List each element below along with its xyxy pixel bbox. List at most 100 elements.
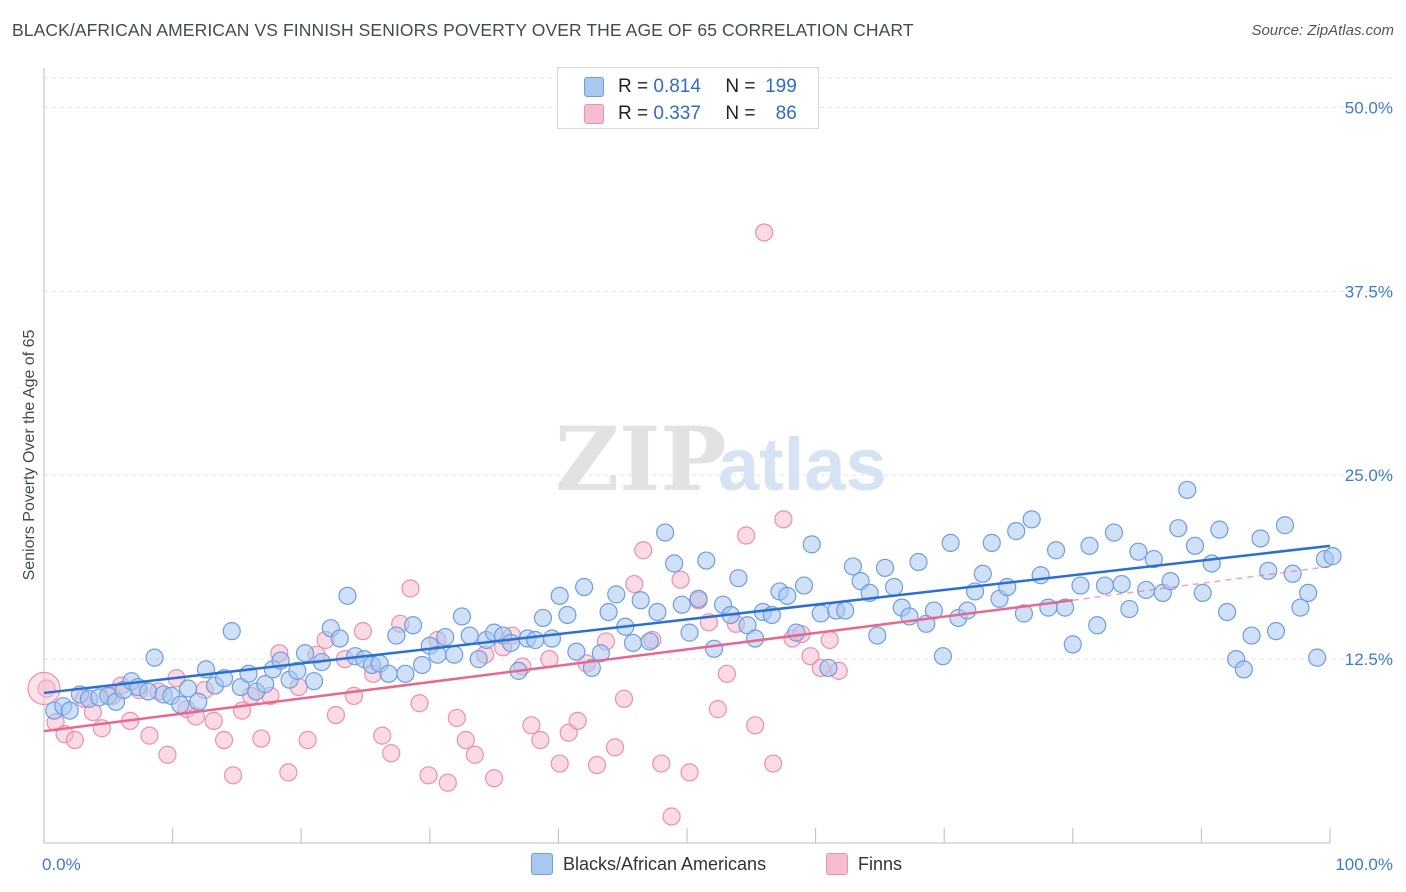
blacks-point (295, 644, 315, 663)
blacks-point (591, 644, 610, 663)
n-value: 86 (775, 103, 797, 124)
finns-point (158, 745, 177, 764)
finns-point (373, 726, 392, 745)
finns-point (634, 541, 653, 560)
blacks-point (1251, 529, 1270, 548)
blacks-point (958, 601, 977, 620)
blacks-point (1129, 542, 1148, 561)
finns-point (419, 766, 438, 785)
finns-trend-line (43, 599, 1073, 733)
blacks-point (460, 626, 479, 645)
blacks-point (623, 633, 643, 653)
blacks-point (1120, 599, 1139, 619)
blue-swatch (531, 853, 553, 875)
blacks-point (868, 626, 887, 645)
finns-point (755, 223, 774, 242)
pink-swatch (584, 104, 604, 124)
finns-point (382, 744, 401, 763)
finns-point (820, 630, 839, 650)
finns-point (764, 754, 783, 773)
blacks-point (672, 595, 691, 614)
blacks-point (1218, 602, 1237, 622)
blacks-point (1088, 616, 1107, 635)
blacks-point (640, 632, 659, 651)
blacks-point (1071, 576, 1090, 595)
pink-swatch (826, 853, 848, 875)
blacks-point (189, 692, 208, 711)
blacks-point (819, 658, 838, 678)
n-label: N = (725, 103, 756, 124)
blacks-point (909, 552, 928, 572)
blacks-point (704, 639, 724, 658)
blacks-point (396, 664, 415, 683)
finns-point (214, 730, 234, 750)
blacks-point (469, 650, 488, 669)
finns-point (550, 754, 569, 773)
finns-point (717, 664, 736, 683)
blacks-point (1055, 598, 1075, 617)
blacks-point (843, 557, 862, 576)
blacks-point (794, 576, 814, 595)
y-tick-label: 37.5% (1345, 282, 1393, 301)
blacks-point (665, 554, 684, 573)
finns-point (708, 700, 727, 719)
r-value: 0.337 (653, 103, 701, 124)
finns-point (774, 510, 793, 529)
finns-point (326, 705, 346, 725)
x-tick-label: 100.0% (1335, 855, 1393, 874)
finns-point (456, 730, 475, 750)
blacks-point (836, 601, 855, 620)
finns-point (298, 730, 317, 750)
tick-labels: 12.5% 25.0% 37.5% 50.0% 0.0% 100.0% (42, 98, 1393, 874)
finns-point (801, 647, 820, 666)
blacks-point (1291, 598, 1310, 617)
blacks-point (60, 701, 79, 720)
legend-label-finns: Finns (858, 853, 903, 874)
blacks-point (1308, 648, 1327, 667)
blacks-point (884, 577, 904, 597)
legend-row-blue: R = 0.814 N = 199 (584, 74, 797, 100)
blacks-point (746, 629, 765, 648)
finns-point (465, 745, 484, 764)
blacks-point (379, 664, 398, 683)
blacks-point (1259, 561, 1278, 580)
blacks-point (802, 535, 821, 554)
blacks-point (933, 647, 953, 666)
finns-point (204, 711, 223, 730)
x-tick-label: 0.0% (42, 855, 81, 874)
blacks-point (567, 642, 586, 661)
trend-lines (43, 544, 1331, 733)
blacks-point (304, 672, 324, 691)
finns-point (587, 755, 607, 775)
blacks-point (178, 679, 198, 698)
blacks-point (697, 551, 716, 570)
blacks-point (1185, 536, 1205, 555)
finns-point (680, 763, 699, 782)
n-label: N = (725, 76, 756, 97)
legend-item-finns: Finns (826, 851, 902, 877)
blacks-point (729, 569, 748, 588)
finns-point (746, 716, 765, 735)
finns-point (447, 708, 466, 728)
blacks-point (787, 623, 806, 642)
blacks-point (1266, 622, 1286, 641)
blacks-point (811, 604, 830, 623)
blacks-point (973, 564, 992, 583)
blacks-point (171, 695, 190, 714)
finns-point (614, 689, 634, 708)
finns-point (223, 766, 243, 785)
blacks-point (1275, 516, 1295, 535)
y-tick-label: 25.0% (1345, 466, 1393, 485)
finns-point (522, 716, 541, 735)
blacks-point (941, 533, 960, 552)
finns-point (353, 622, 373, 641)
blacks-point (1169, 519, 1188, 538)
grid-lines (44, 77, 1395, 660)
blacks-point (145, 648, 164, 667)
blacks-point (1210, 520, 1229, 539)
finns-point (65, 730, 84, 750)
legend-label-blacks: Blacks/African Americans (563, 853, 767, 874)
y-tick-label: 12.5% (1345, 650, 1393, 669)
blacks-point (542, 629, 562, 648)
